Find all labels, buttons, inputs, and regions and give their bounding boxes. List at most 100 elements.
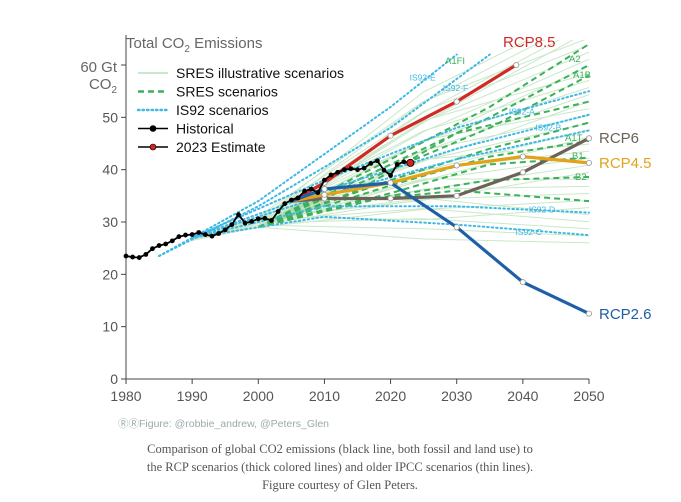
is92-marker-label: IS92-A [509,107,535,117]
legend-label: Historical [176,121,234,137]
is92-line [191,90,590,239]
historical-point [156,243,162,248]
rcp-point [586,159,593,166]
is92-line [191,205,590,239]
historical-point [189,232,195,237]
rcp-point [519,169,526,176]
legend: SRES illustrative scenarios SRES scenario… [136,65,344,155]
historical-point [196,230,202,235]
chart-title: Total CO2 Emissions [126,35,262,55]
x-tick-label: 2040 [507,388,538,404]
historical-point [295,195,301,201]
historical-point [335,169,341,175]
x-tick-label: 2020 [375,388,406,404]
historical-point [374,158,380,164]
historical-point [255,216,261,222]
rcp-point [453,98,460,105]
y-tick-label: 0 [110,371,118,387]
sres-marker-label: B2 [575,172,587,183]
is92-line [191,215,590,239]
is92-line [191,113,590,239]
rcp-point [453,162,460,169]
rcp-point [387,132,394,139]
sres-marker-label: A1B [573,70,591,81]
historical-point [328,172,334,178]
rcp-point [519,153,526,160]
historical-point [222,227,228,233]
historical-point [143,252,149,257]
historical-point [176,234,182,240]
sres-marker-label: A1T [565,133,583,144]
credit-icon: ⓇⓇ [118,418,139,430]
historical-point [355,167,360,173]
rcp-point [321,186,328,193]
x-tick-label: 2050 [573,388,604,404]
emissions-chart: 1980 1990 2000 2010 2020 2030 2040 205001020304… [80,34,652,404]
rcp-label: RCP8.5 [503,34,556,51]
sres-line [258,189,590,229]
historical-point [130,254,136,260]
is92-line [158,53,458,257]
rcp-label: RCP2.6 [599,306,652,323]
legend-label: SRES illustrative scenarios [176,65,344,81]
x-tick-label: 1990 [177,388,208,404]
rcp-point [519,279,526,286]
is92-marker-label: IS92-C [515,227,541,237]
legend-label: IS92 scenarios [176,102,269,118]
historical-point [394,162,400,167]
legend-label: SRES scenarios [176,84,278,100]
estimate-point [406,158,415,167]
is92-marker-label: IS92-E [410,73,436,83]
historical-point [150,246,155,252]
y-tick-label: 50 [102,109,118,125]
historical-point [242,220,248,226]
is92-marker-label: IS92-F [443,83,469,93]
historical-point [236,212,241,218]
historical-point [202,232,208,237]
historical-point [388,173,393,178]
historical-series [123,158,415,260]
x-tick-label: 2010 [309,388,340,404]
legend-label: 2023 Estimate [176,139,266,155]
is92-marker-label: IS92-B [535,122,561,132]
historical-point [288,197,294,203]
historical-point [123,253,129,259]
sres-marker-label: A2 [569,54,581,65]
historical-point [269,218,274,223]
historical-point [183,232,188,238]
historical-point [209,233,215,239]
is92-marker-label: IS92-D [529,205,555,215]
historical-point [348,166,354,172]
historical-point [368,160,374,166]
rcp-point [453,224,460,231]
historical-point [249,219,255,224]
figure-credit: ⓇⓇFigure: @robbie_andrew, @Peters_Glen [118,418,329,430]
historical-point [216,231,222,236]
historical-point [381,167,387,173]
rcp-line [291,155,590,203]
historical-point [163,241,169,247]
figure-caption: Comparison of global CO2 emissions (blac… [146,442,534,492]
rcp-point [586,135,593,142]
y-tick-label: 30 [102,214,118,230]
historical-point [341,167,347,173]
rcp-point [586,310,593,317]
x-tick-label: 1980 [110,388,141,404]
y-axis-label-top: 60 Gt [80,59,118,76]
rcp-point [387,179,394,186]
historical-point [315,190,321,196]
historical-point [262,215,268,221]
historical-point [308,186,314,192]
historical-point [282,201,288,207]
historical-point [361,165,367,171]
sres-marker-label: B1 [572,151,584,162]
axes: 1980 1990 2000 2010 2020 2030 2040 205001020304… [102,35,605,404]
historical-point [322,177,327,183]
y-tick-label: 20 [102,266,118,282]
y-axis-label-bottom: CO2 [89,76,118,96]
sres-marker-label: A1FI [445,56,465,67]
scenario-labels: A1FI A2 A1B A1T B1 B2 IS92-E IS92-F IS92-AIS92-B… [410,54,591,237]
legend-marker [149,125,157,132]
rcp-point [387,195,394,202]
rcp-point [321,191,328,198]
